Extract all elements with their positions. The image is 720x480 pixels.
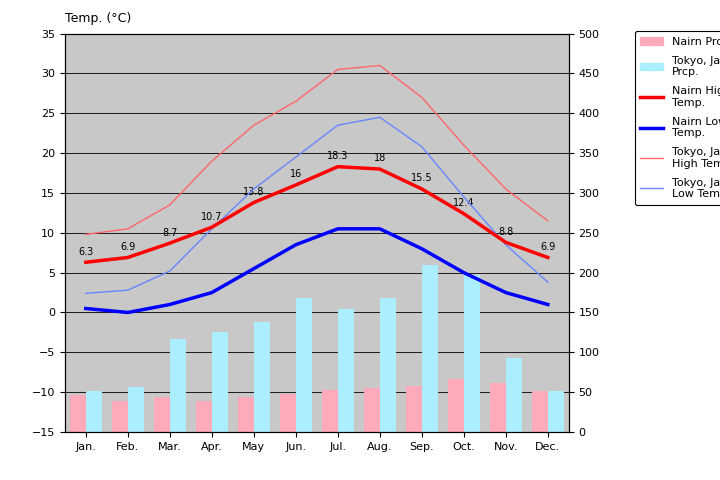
Bar: [548, 391, 564, 432]
Bar: [212, 333, 228, 432]
Nairn High
Temp.: [459, 211, 468, 216]
Bar: [406, 386, 422, 432]
Tokyo, Japan
Low Temp.: [333, 122, 342, 128]
Text: 6.3: 6.3: [78, 247, 94, 257]
Tokyo, Japan
Low Temp.: [544, 279, 552, 285]
Nairn Low
Temp.: [418, 246, 426, 252]
Tokyo, Japan
Low Temp.: [292, 154, 300, 160]
Bar: [338, 309, 354, 432]
Bar: [464, 275, 480, 432]
Text: 18.3: 18.3: [327, 151, 348, 161]
Tokyo, Japan
Low Temp.: [81, 290, 90, 296]
Text: Temp. (°C): Temp. (°C): [65, 12, 131, 24]
Nairn Low
Temp.: [81, 306, 90, 312]
Tokyo, Japan
High Temp.: [292, 98, 300, 104]
Nairn Low
Temp.: [544, 301, 552, 307]
Bar: [70, 396, 86, 432]
Bar: [86, 391, 102, 432]
Bar: [254, 322, 270, 432]
Bar: [170, 339, 186, 432]
Nairn Low
Temp.: [292, 242, 300, 248]
Nairn High
Temp.: [292, 182, 300, 188]
Bar: [532, 391, 548, 432]
Nairn High
Temp.: [418, 186, 426, 192]
Bar: [128, 387, 144, 432]
Tokyo, Japan
High Temp.: [376, 62, 384, 68]
Tokyo, Japan
Low Temp.: [376, 114, 384, 120]
Tokyo, Japan
High Temp.: [124, 226, 132, 232]
Text: 6.9: 6.9: [120, 242, 135, 252]
Nairn Low
Temp.: [124, 310, 132, 315]
Bar: [296, 298, 312, 432]
Bar: [422, 264, 438, 432]
Line: Nairn Low
Temp.: Nairn Low Temp.: [86, 229, 548, 312]
Legend: Nairn Prcp., Tokyo, Japan
Prcp., Nairn High
Temp., Nairn Low
Temp., Tokyo, Japan: Nairn Prcp., Tokyo, Japan Prcp., Nairn H…: [635, 31, 720, 205]
Tokyo, Japan
Low Temp.: [250, 186, 258, 192]
Nairn Low
Temp.: [333, 226, 342, 232]
Line: Tokyo, Japan
High Temp.: Tokyo, Japan High Temp.: [86, 65, 548, 234]
Bar: [112, 401, 128, 432]
Tokyo, Japan
High Temp.: [501, 186, 510, 192]
Tokyo, Japan
High Temp.: [544, 218, 552, 224]
Bar: [380, 298, 396, 432]
Tokyo, Japan
High Temp.: [418, 95, 426, 100]
Nairn Low
Temp.: [250, 266, 258, 272]
Nairn High
Temp.: [81, 259, 90, 265]
Bar: [280, 394, 296, 432]
Tokyo, Japan
High Temp.: [459, 142, 468, 148]
Tokyo, Japan
High Temp.: [166, 202, 174, 208]
Bar: [322, 390, 338, 432]
Nairn Low
Temp.: [207, 289, 216, 295]
Text: 15.5: 15.5: [411, 173, 433, 183]
Nairn Low
Temp.: [376, 226, 384, 232]
Tokyo, Japan
Low Temp.: [166, 268, 174, 274]
Bar: [505, 358, 522, 432]
Nairn High
Temp.: [333, 164, 342, 169]
Text: 16: 16: [289, 169, 302, 180]
Text: 10.7: 10.7: [201, 212, 222, 222]
Bar: [490, 384, 506, 432]
Nairn High
Temp.: [124, 254, 132, 260]
Nairn Low
Temp.: [459, 270, 468, 276]
Text: 8.7: 8.7: [162, 228, 178, 238]
Text: 8.8: 8.8: [498, 227, 513, 237]
Bar: [364, 388, 380, 432]
Nairn High
Temp.: [166, 240, 174, 246]
Bar: [238, 397, 253, 432]
Bar: [196, 401, 212, 432]
Text: 12.4: 12.4: [453, 198, 474, 208]
Tokyo, Japan
High Temp.: [81, 231, 90, 237]
Text: 18: 18: [374, 154, 386, 164]
Tokyo, Japan
Low Temp.: [124, 288, 132, 293]
Line: Tokyo, Japan
Low Temp.: Tokyo, Japan Low Temp.: [86, 117, 548, 293]
Nairn High
Temp.: [544, 254, 552, 260]
Nairn High
Temp.: [376, 166, 384, 172]
Text: 13.8: 13.8: [243, 187, 264, 197]
Nairn High
Temp.: [250, 200, 258, 205]
Nairn High
Temp.: [207, 224, 216, 230]
Tokyo, Japan
High Temp.: [250, 122, 258, 128]
Tokyo, Japan
High Temp.: [207, 158, 216, 164]
Tokyo, Japan
Low Temp.: [459, 194, 468, 200]
Tokyo, Japan
Low Temp.: [501, 242, 510, 248]
Text: 6.9: 6.9: [540, 242, 555, 252]
Tokyo, Japan
Low Temp.: [207, 226, 216, 232]
Bar: [448, 379, 464, 432]
Line: Nairn High
Temp.: Nairn High Temp.: [86, 167, 548, 262]
Bar: [154, 397, 170, 432]
Tokyo, Japan
High Temp.: [333, 67, 342, 72]
Nairn Low
Temp.: [501, 289, 510, 295]
Tokyo, Japan
Low Temp.: [418, 144, 426, 150]
Nairn Low
Temp.: [166, 301, 174, 307]
Nairn High
Temp.: [501, 240, 510, 245]
